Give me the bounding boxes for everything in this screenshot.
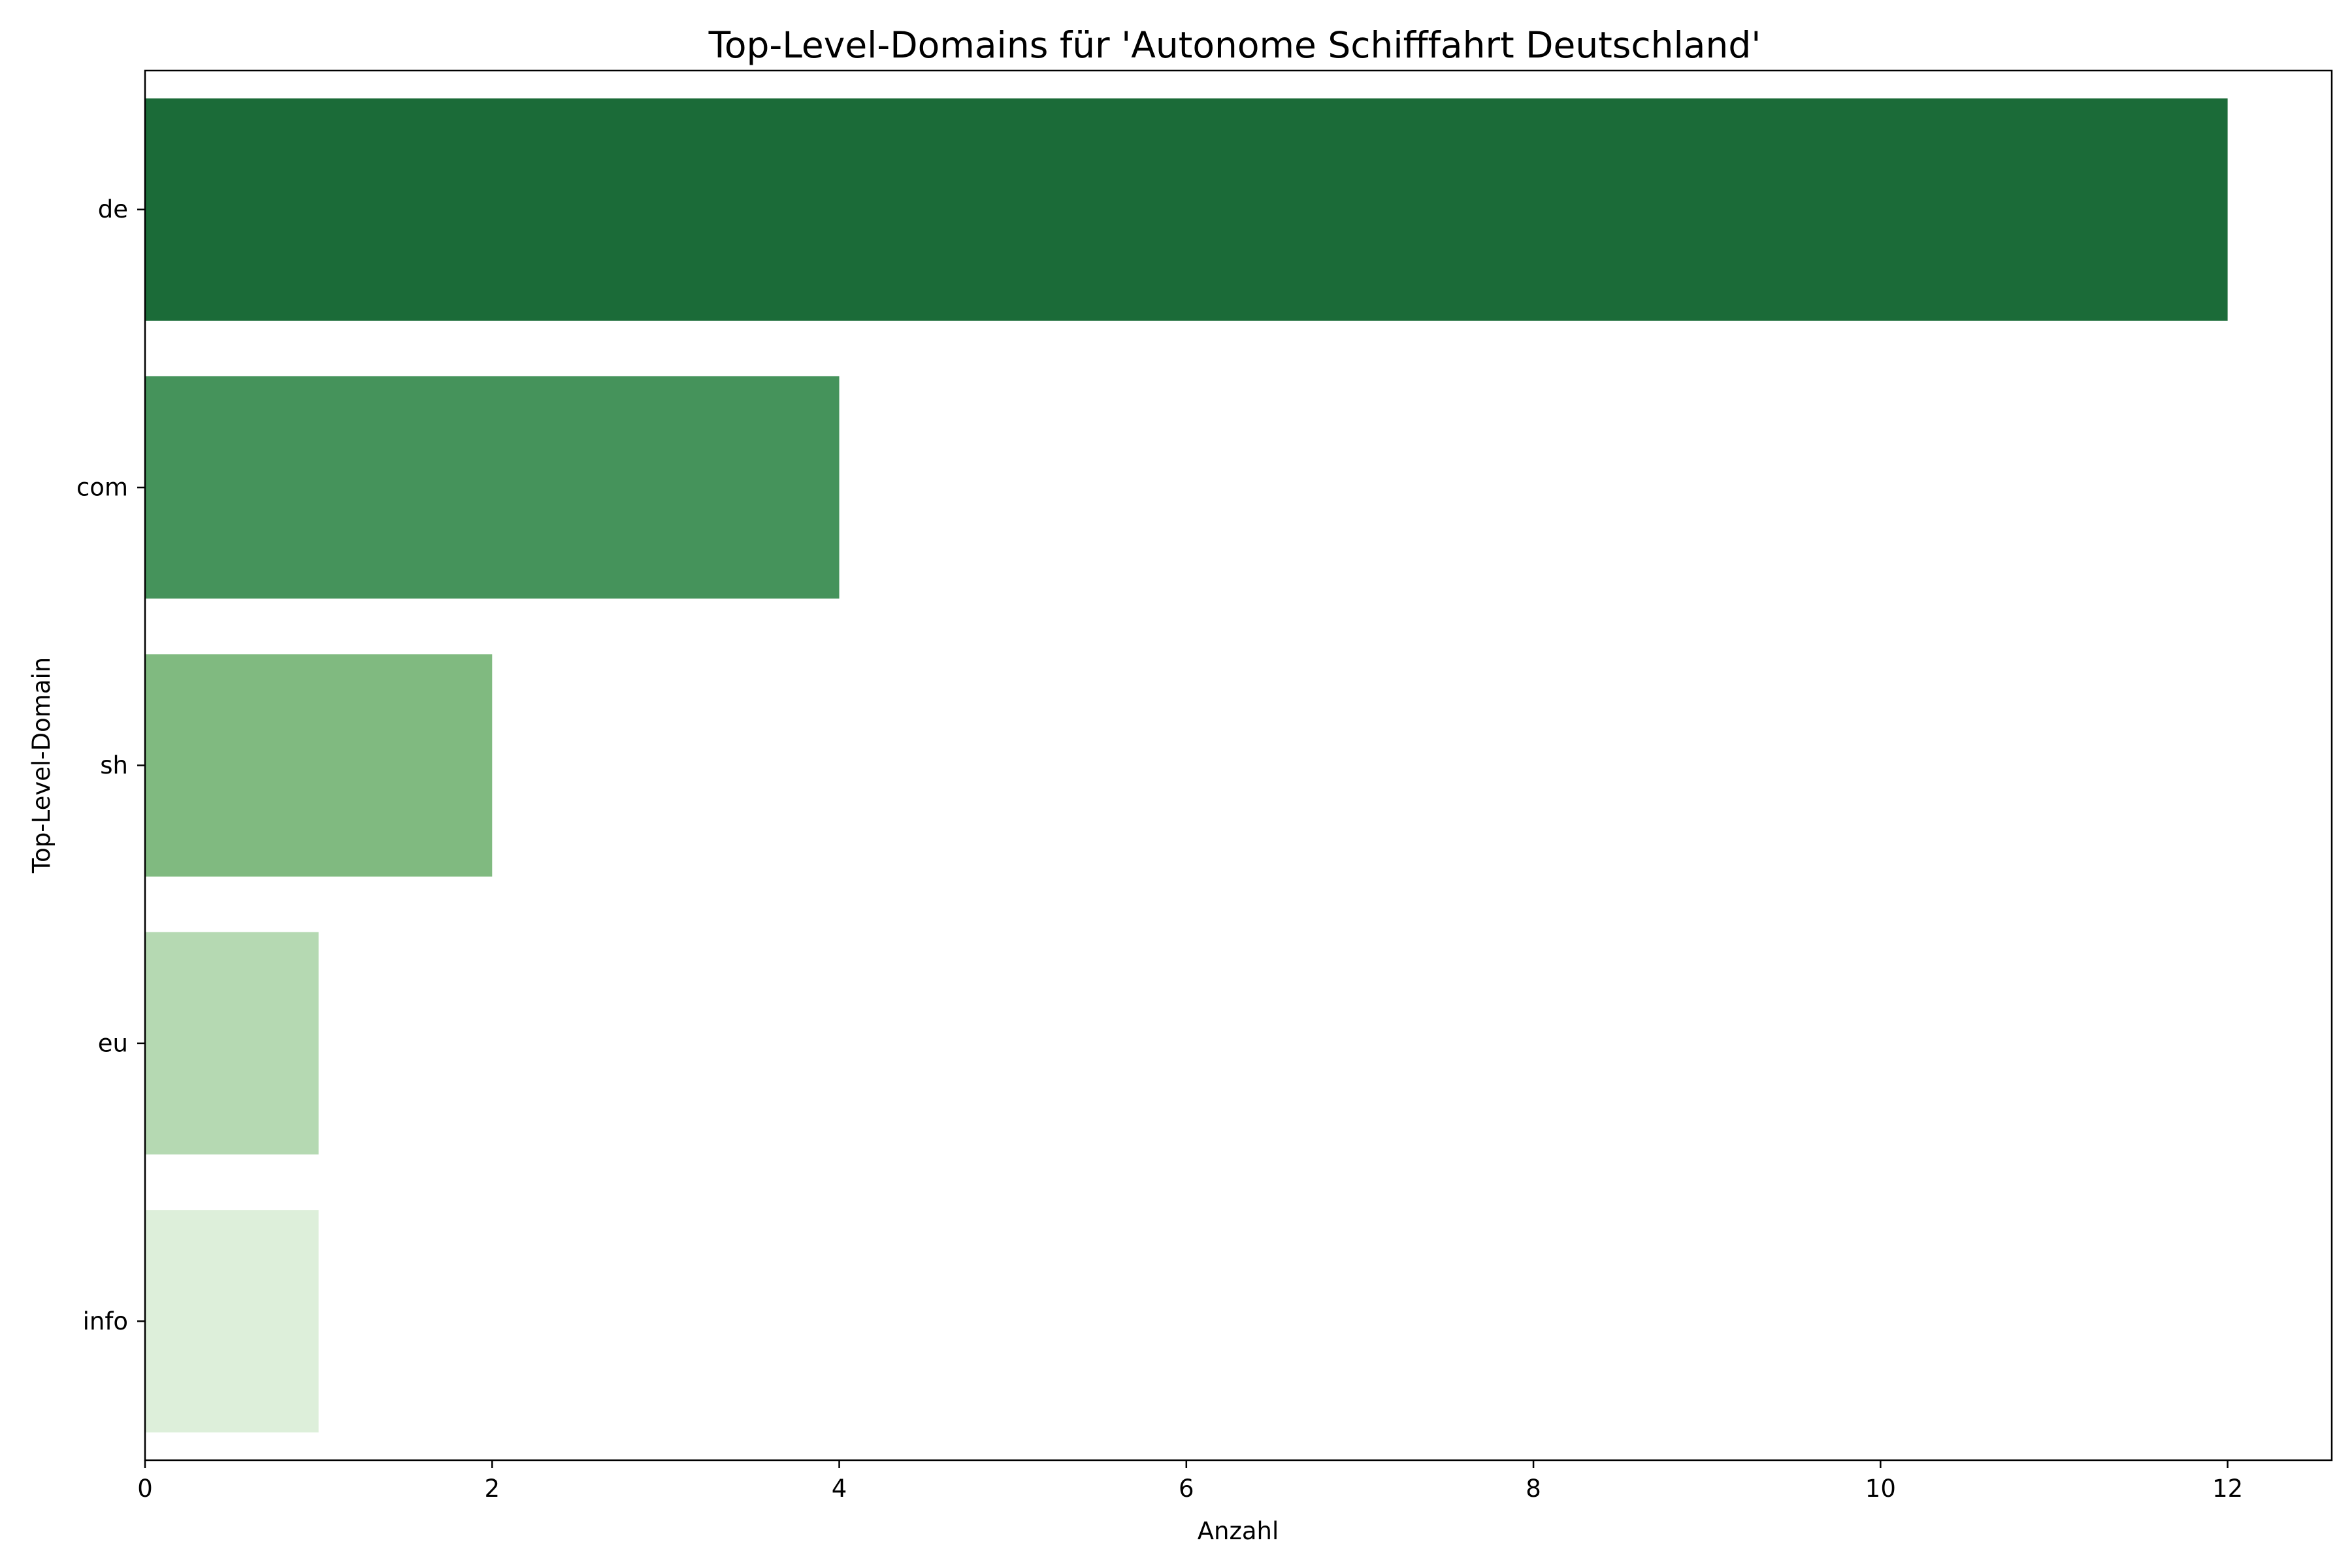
x-tick-label-2: 2 <box>484 1475 500 1503</box>
x-tick-label-12: 12 <box>2212 1475 2243 1503</box>
bar-info <box>145 1210 319 1433</box>
y-tick-label-com: com <box>76 474 128 502</box>
y-tick-label-de: de <box>98 195 128 223</box>
y-tick-label-info: info <box>83 1307 128 1335</box>
bar-eu <box>145 932 319 1155</box>
y-axis-ticks: de com sh eu info <box>76 195 145 1335</box>
plot-frame <box>144 69 2333 1462</box>
x-tick-label-0: 0 <box>137 1475 153 1503</box>
y-tick-label-eu: eu <box>98 1029 128 1057</box>
chart-title: Top-Level-Domains für 'Autonome Schifffa… <box>708 24 1761 66</box>
x-tick-label-8: 8 <box>1526 1475 1541 1503</box>
bar-de <box>145 98 2228 321</box>
bar-com <box>145 376 840 599</box>
y-tick-label-sh: sh <box>100 751 128 779</box>
y-axis-label: Top-Level-Domain <box>27 657 56 874</box>
x-axis-label: Anzahl <box>1198 1517 1279 1545</box>
bar-sh <box>145 654 493 877</box>
x-axis-ticks: 0 2 4 6 8 10 12 <box>137 1460 2243 1503</box>
x-tick-label-10: 10 <box>1865 1475 1896 1503</box>
x-tick-label-4: 4 <box>832 1475 847 1503</box>
bars-group <box>145 98 2228 1433</box>
x-tick-label-6: 6 <box>1179 1475 1194 1503</box>
